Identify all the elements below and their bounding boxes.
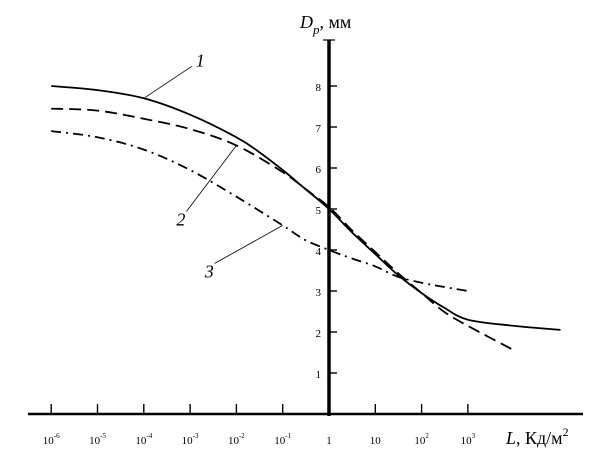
x-tick-base: 1 (326, 435, 332, 447)
curve-1 (51, 85, 561, 331)
y-tick-label: 8 (316, 82, 322, 94)
x-tick-base: 10 (274, 435, 286, 447)
x-tick-label: 102 (414, 432, 429, 447)
x-tick-base: 10 (89, 435, 101, 447)
y-tick-label: 7 (316, 123, 322, 135)
x-tick-label: 1 (326, 435, 332, 447)
x-axis-unit: , Кд/м (516, 428, 563, 448)
curve-annotations: 1 2 3 (143, 50, 283, 281)
x-tick-base: 10 (461, 435, 473, 447)
x-ticks: 10-6 10-5 10-4 10-3 10-2 10-1 1 10 102 103 (43, 404, 476, 447)
x-tick-base: 10 (182, 435, 194, 447)
curve-number-label: 2 (176, 209, 185, 229)
x-tick-exponent: 3 (472, 432, 476, 440)
x-tick-base: 10 (414, 435, 426, 447)
x-tick-exponent: -6 (54, 432, 60, 440)
curve-leader-line (143, 65, 193, 99)
x-tick-label: 10 (370, 435, 382, 447)
x-axis-unit-sup: 2 (563, 425, 569, 439)
curve-number-label: 3 (204, 261, 214, 281)
y-axis-title: Dp, мм (299, 12, 351, 37)
x-tick-base: 10 (370, 435, 382, 447)
x-tick-exponent: -1 (285, 432, 291, 440)
y-tick-label: 5 (316, 205, 322, 217)
x-tick-label: 10-3 (182, 432, 199, 447)
x-tick-label: 10-2 (228, 432, 245, 447)
curve-leader-line (186, 145, 237, 212)
x-tick-label: 103 (461, 432, 476, 447)
y-tick-label: 3 (316, 287, 322, 299)
y-axis-sub: p (312, 22, 320, 37)
x-tick-base: 10 (43, 435, 55, 447)
curve-leader-line (214, 225, 283, 264)
x-tick-label: 10-6 (43, 432, 60, 447)
y-tick-label: 2 (316, 328, 322, 340)
curve-number-label: 1 (196, 50, 205, 70)
x-tick-exponent: 2 (425, 432, 429, 440)
x-tick-label: 10-5 (89, 432, 106, 447)
x-tick-exponent: -4 (146, 432, 152, 440)
x-axis-title: L, Кд/м2 (505, 425, 569, 448)
curves (51, 85, 561, 352)
x-axis-name: L (505, 428, 516, 448)
x-tick-exponent: -5 (100, 432, 106, 440)
x-tick-exponent: -2 (239, 432, 245, 440)
axes (28, 39, 583, 416)
y-axis-name: D (299, 12, 313, 32)
curve-3 (51, 130, 469, 292)
x-tick-label: 10-1 (274, 432, 291, 447)
y-axis-unit: , мм (320, 12, 352, 32)
x-tick-base: 10 (135, 435, 147, 447)
y-ticks: 1 2 3 4 5 6 7 8 (316, 82, 337, 381)
x-tick-base: 10 (228, 435, 240, 447)
x-tick-exponent: -3 (193, 432, 199, 440)
y-tick-label: 1 (316, 369, 322, 381)
curve-2 (51, 107, 515, 352)
x-tick-label: 10-4 (135, 432, 152, 447)
y-tick-label: 6 (316, 164, 322, 176)
y-tick-label: 4 (316, 246, 322, 258)
